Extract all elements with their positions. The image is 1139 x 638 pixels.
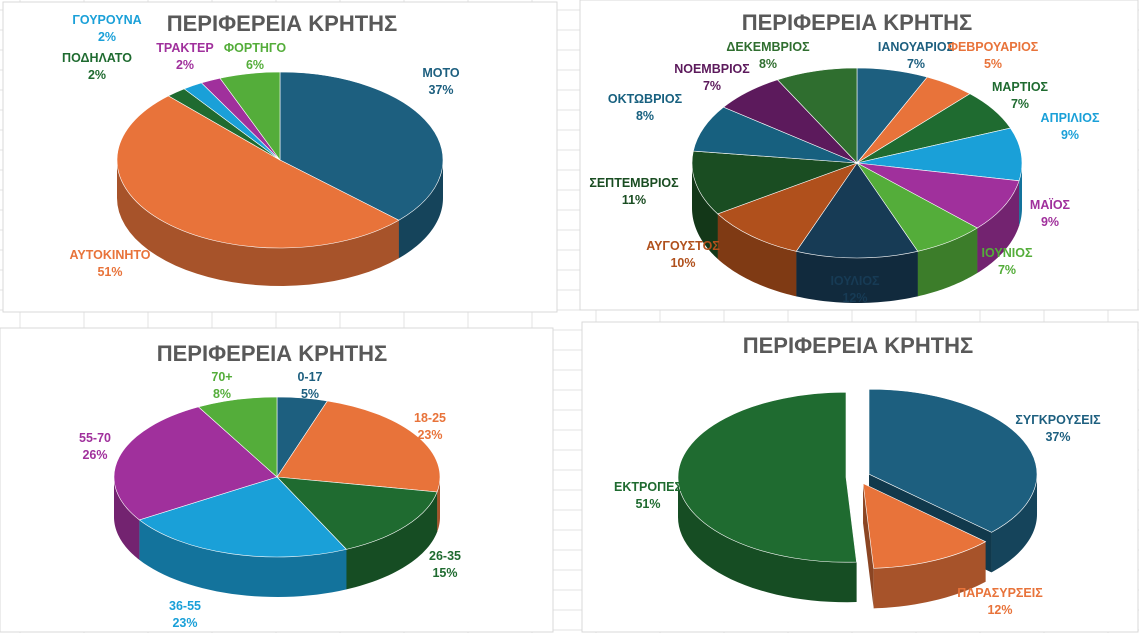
slice-percent-label: 7% [703,79,721,93]
slice-label: ΠΟΔΗΛΑΤΟ [62,51,132,65]
slice-label: ΜΑΡΤΙΟΣ [992,80,1049,94]
slice-percent-label: 51% [635,497,660,511]
slice-percent-label: 2% [88,68,106,82]
slice-percent-label: 9% [1041,215,1059,229]
slice-label: ΕΚΤΡΟΠΕΣ [614,480,682,494]
slice-percent-label: 12% [987,603,1012,617]
slice-label: ΑΠΡΙΛΙΟΣ [1041,111,1100,125]
slice-label: ΦΟΡΤΗΓΟ [224,41,286,55]
slice-label: ΑΥΓΟΥΣΤΟΣ [646,239,720,253]
slice-label: ΔΕΚΕΜΒΡΙΟΣ [726,40,810,54]
pie-slice-ΔΕΚΕΜΒΡΙΟΣ[interactable] [776,67,858,164]
slice-percent-label: 37% [428,83,453,97]
slice-percent-label: 5% [301,387,319,401]
slice-label: ΜΟΤΟ [422,66,460,80]
pie-slice-ΙΟΥΛΙΟΣ[interactable] [795,162,919,259]
pie-slice-70+[interactable] [197,396,278,478]
pie-chart-1: ΜΟΤΟ 37% ΑΥΤΟΚΙΝΗΤΟ 51% ΠΟΔΗΛΑΤΟ 2% ΓΟΥΡΟΥΝΑ 2%… [62,13,460,286]
pie-slice-55-70[interactable] [113,406,278,521]
chart-title: ΠΕΡΙΦΕΡΕΙΑ ΚΡΗΤΗΣ [742,10,973,35]
slice-label: ΑΥΤΟΚΙΝΗΤΟ [69,248,150,262]
slice-side-55-70 [114,477,140,560]
slice-percent-label: 15% [432,566,457,580]
pie-slice-ΕΚΤΡΟΠΕΣ[interactable] [677,391,857,563]
slice-side-ΑΥΓΟΥΣΤΟΣ [717,213,797,297]
slice-cut-face [863,483,874,609]
pie-slice-36-55[interactable] [138,476,347,558]
slice-label: ΣΥΓΚΡΟΥΣΕΙΣ [1015,413,1101,427]
slice-label: 55-70 [79,431,111,445]
slice-label: 26-35 [429,549,461,563]
slice-percent-label: 6% [246,58,264,72]
slice-side-ΙΟΥΝΙΟΣ [917,228,978,297]
slice-side-ΜΑΪΟΣ [977,180,1020,274]
chart-title: ΠΕΡΙΦΕΡΕΙΑ ΚΡΗΤΗΣ [743,333,974,358]
slice-percent-label: 11% [622,193,646,207]
pie-slice-18-25[interactable] [276,400,441,493]
pie-slice-ΜΑΪΟΣ[interactable] [856,162,1020,229]
slice-percent-label: 9% [1061,128,1079,142]
chart-title: ΠΕΡΙΦΕΡΕΙΑ ΚΡΗΤΗΣ [157,341,388,366]
slice-side-ΠΑΡΑΣΥΡΣΕΙΣ [873,541,986,609]
pie-chart-3: 0-17 5% 18-25 23% 26-35 15% 36-55 23% 55-70 26% 70… [79,370,461,630]
slice-label: ΝΟΕΜΒΡΙΟΣ [674,62,750,76]
slice-percent-label: 10% [670,256,695,270]
slice-side-ΕΚΤΡΟΠΕΣ [678,477,857,603]
slice-percent-label: 51% [97,265,122,279]
slice-label: ΤΡΑΚΤΕΡ [156,41,213,55]
slice-percent-label: 23% [417,428,442,442]
slice-label: ΜΑΪΟΣ [1030,197,1071,212]
slice-percent-label: 2% [98,30,116,44]
chart-panel-4[interactable] [581,321,1139,633]
slice-side-ΜΟΤΟ [398,160,443,259]
slice-percent-label: 2% [176,58,194,72]
slice-percent-label: 37% [1045,430,1070,444]
pie-slice-ΑΥΓΟΥΣΤΟΣ[interactable] [717,162,858,252]
pie-slice-ΦΟΡΤΗΓΟ[interactable] [219,71,281,161]
pie-slice-ΑΠΡΙΛΙΟΣ[interactable] [856,127,1023,182]
slice-label: ΠΑΡΑΣΥΡΣΕΙΣ [957,586,1043,600]
chart-title: ΠΕΡΙΦΕΡΕΙΑ ΚΡΗΤΗΣ [167,11,398,36]
slice-side-ΑΥΤΟΚΙΝΗΤΟ [117,160,399,286]
slice-label: ΙΟΥΛΙΟΣ [830,274,880,288]
slice-label: 36-55 [169,599,201,613]
slice-label: 70+ [211,370,232,384]
slice-label: ΓΟΥΡΟΥΝΑ [72,13,141,27]
slice-side-26-35 [346,491,438,590]
slice-percent-label: 8% [213,387,231,401]
pie-slice-ΜΟΤΟ[interactable] [279,71,444,221]
pie-slice-ΣΥΓΚΡΟΥΣΕΙΣ[interactable] [868,388,1038,533]
pie-slice-ΣΕΠΤΕΜΒΡΙΟΣ[interactable] [691,150,858,215]
slice-label: 0-17 [297,370,322,384]
slice-side-ΣΕΠΤΕΜΒΡΙΟΣ [692,163,718,259]
slice-percent-label: 7% [998,263,1016,277]
pie-slice-ΑΥΤΟΚΙΝΗΤΟ[interactable] [116,95,400,249]
slice-side-ΣΥΓΚΡΟΥΣΕΙΣ [991,474,1038,573]
slice-percent-label: 5% [984,57,1002,71]
slice-percent-label: 12% [842,291,867,305]
slice-label: 18-25 [414,411,446,425]
slice-percent-label: 7% [1011,97,1029,111]
pie-slice-ΠΑΡΑΣΥΡΣΕΙΣ[interactable] [862,483,987,569]
slice-percent-label: 8% [759,57,777,71]
slice-label: ΦΕΒΡΟΥΑΡΙΟΣ [948,40,1039,54]
pie-chart-2: ΙΑΝΟΥΑΡΙΟΣ 7% ΦΕΒΡΟΥΑΡΙΟΣ 5% ΜΑΡΤΙΟΣ 7% ΑΠΡΙΛΙ… [589,40,1100,305]
slice-percent-label: 8% [636,109,654,123]
slice-label: ΙΟΥΝΙΟΣ [982,246,1033,260]
slice-side-36-55 [139,519,347,597]
slice-percent-label: 7% [907,57,925,71]
pie-slice-26-35[interactable] [276,476,438,550]
slice-label: ΣΕΠΤΕΜΒΡΙΟΣ [589,176,679,190]
slice-label: ΟΚΤΩΒΡΙΟΣ [608,92,683,106]
slice-percent-label: 26% [82,448,107,462]
slice-label: ΙΑΝΟΥΑΡΙΟΣ [878,40,955,54]
slice-side-ΙΟΥΛΙΟΣ [796,251,918,303]
pie-chart-4: ΣΥΓΚΡΟΥΣΕΙΣ 37% ΠΑΡΑΣΥΡΣΕΙΣ 12% ΕΚΤΡΟΠΕΣ 51% [614,388,1101,617]
slice-percent-label: 23% [172,616,197,630]
